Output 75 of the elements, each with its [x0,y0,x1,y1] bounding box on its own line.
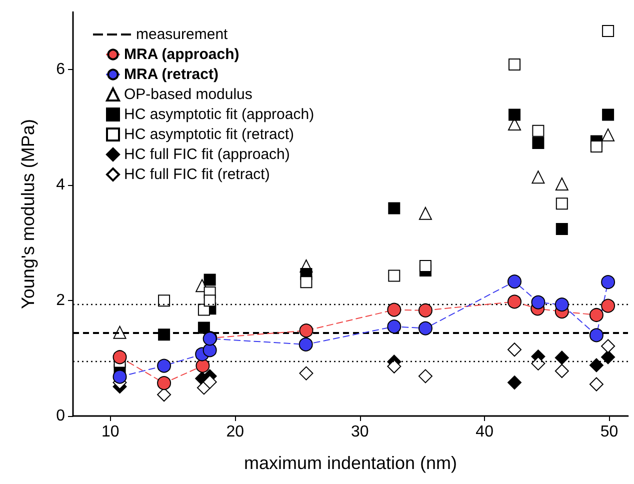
point [601,350,616,364]
point [387,302,402,317]
point [204,274,216,286]
point [418,206,432,220]
y-tick-label: 4 [56,176,66,194]
point [508,342,522,357]
point [418,369,432,384]
point [113,326,126,339]
point [300,276,312,288]
point [601,275,616,290]
point [204,294,216,307]
point [387,320,402,334]
point [602,108,614,121]
point [532,170,545,184]
y-axis-title: Young's modulus (MPa) [18,119,38,309]
point [196,358,210,373]
x-tick-label: 30 [350,424,369,440]
point [299,366,314,380]
point [158,294,170,307]
point [298,337,313,352]
point [554,350,569,365]
point [554,298,569,312]
point [555,177,568,190]
y-tick-label: 2 [56,292,66,310]
point [554,364,569,378]
point [157,358,172,373]
point [589,358,604,372]
point [388,202,400,214]
point [388,270,400,282]
y-tick-label: 0 [56,408,66,424]
point [531,295,546,310]
point [198,322,210,334]
point [157,388,172,402]
point [508,108,521,121]
point [589,328,604,342]
point [602,128,615,142]
point [589,308,604,322]
point [419,260,432,272]
point [157,376,172,390]
point [532,124,544,137]
legend-label: HC full FIC fit (approach) [124,146,290,163]
point [418,303,432,318]
point [508,376,522,390]
point [112,350,127,364]
point [589,377,604,392]
y-tick-label: 6 [56,61,66,78]
point [112,370,127,384]
point [202,374,217,389]
legend-label: HC asymptotic fit (retract) [124,126,294,143]
point [531,356,546,370]
point [532,137,544,150]
legend-label: MRA (retract) [124,66,218,83]
x-tick-label: 20 [226,424,244,440]
x-tick-label: 40 [476,424,494,440]
x-axis-title: maximum indentation (nm) [244,453,458,473]
point [601,339,616,354]
point [299,324,314,338]
point [158,328,170,341]
point [556,223,568,236]
point [418,321,432,336]
point [508,274,522,289]
point [556,198,568,210]
point [202,343,217,358]
point [387,359,402,374]
x-tick-label: 10 [102,424,120,440]
legend-label: MRA (approach) [124,46,240,63]
legend-label: OP-based modulus [124,86,252,103]
legend-label: HC full FIC fit (retract) [124,166,270,183]
legend-label: HC asymptotic fit (approach) [124,106,314,123]
x-tick-label: 50 [600,424,618,440]
point [508,294,522,309]
point [601,298,616,313]
legend-label: measurement [136,26,229,43]
point [602,25,614,38]
point [590,140,602,152]
